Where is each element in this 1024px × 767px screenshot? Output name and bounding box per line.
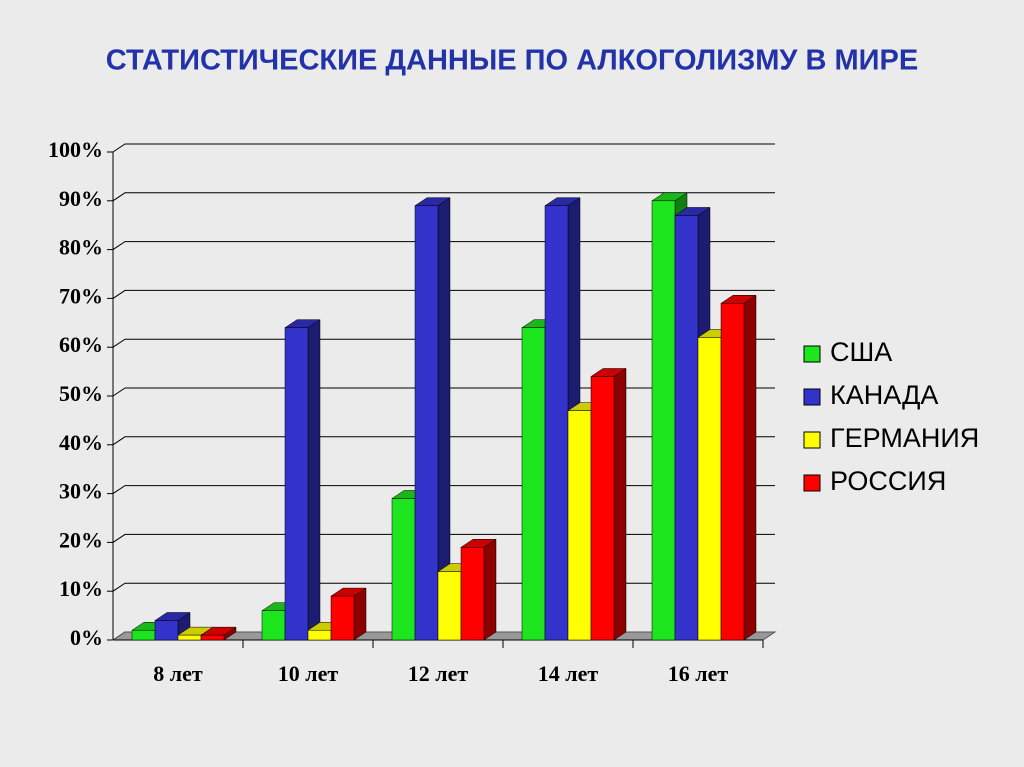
legend-label: КАНАДА [830,380,938,410]
x-tick-label: 14 лет [538,661,599,686]
y-tick-label: 50% [59,381,103,406]
bar-side [353,587,367,641]
chart-title: СТАТИСТИЧЕСКИЕ ДАННЫЕ ПО АЛКОГОЛИЗМУ В М… [106,45,918,77]
y-tick-label: 40% [59,430,103,455]
x-tick-label: 12 лет [408,661,469,686]
bar [567,410,592,641]
bar [697,337,722,641]
y-tick-label: 70% [59,283,103,308]
bar [544,205,569,641]
x-tick-label: 16 лет [668,661,729,686]
y-tick-label: 60% [59,332,103,357]
bar [200,634,225,641]
bar [437,571,462,641]
x-tick-label: 8 лет [153,661,203,686]
y-tick-label: 30% [59,479,103,504]
legend-swatch [803,345,821,363]
y-tick-label: 10% [59,576,103,601]
bar [674,215,699,641]
bar [177,634,202,641]
legend-label: РОССИЯ [830,466,946,496]
legend-swatch [803,474,821,492]
bar [521,327,546,641]
bar [131,629,156,641]
bar-side [307,319,321,641]
y-tick-label: 0% [70,625,103,650]
bar-side [613,368,627,641]
bar [651,200,676,641]
grid-line [112,143,775,153]
bar-side [483,538,497,641]
bar [261,610,286,641]
bar [330,595,355,641]
legend-label: США [830,337,892,367]
bar [154,620,179,641]
bar [720,303,745,641]
bar [284,327,309,641]
x-tick-label: 10 лет [278,661,339,686]
bar [391,498,416,641]
bar-side [743,294,757,641]
bar [460,547,485,641]
legend-swatch [803,388,821,406]
bar [590,376,615,641]
y-tick-label: 20% [59,527,103,552]
grid-line [112,192,775,202]
legend-label: ГЕРМАНИЯ [830,423,979,453]
bar [414,205,439,641]
bar [307,629,332,641]
legend-swatch [803,431,821,449]
y-tick-label: 100% [48,137,103,162]
y-tick-label: 90% [59,186,103,211]
y-tick-label: 80% [59,235,103,260]
